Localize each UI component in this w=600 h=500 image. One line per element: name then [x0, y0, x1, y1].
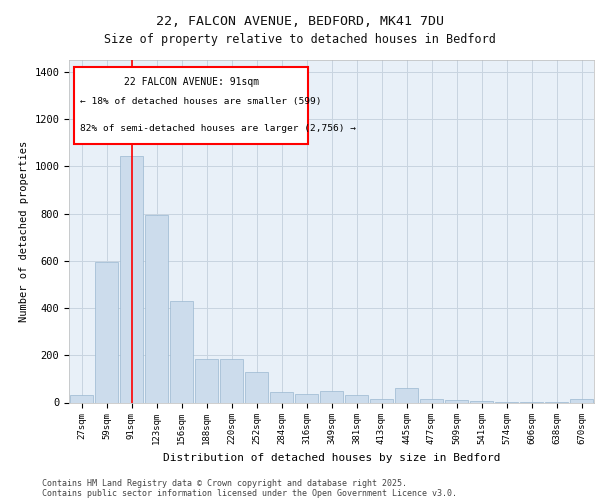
Text: 22, FALCON AVENUE, BEDFORD, MK41 7DU: 22, FALCON AVENUE, BEDFORD, MK41 7DU	[156, 15, 444, 28]
Bar	[145, 214, 168, 402]
Bar	[420, 399, 443, 402]
Text: Contains public sector information licensed under the Open Government Licence v3: Contains public sector information licen…	[42, 488, 457, 498]
Bar	[245, 372, 268, 402]
Bar	[170, 301, 193, 402]
Bar	[70, 396, 93, 402]
Bar	[95, 262, 118, 402]
Bar	[445, 400, 468, 402]
Text: Contains HM Land Registry data © Crown copyright and database right 2025.: Contains HM Land Registry data © Crown c…	[42, 478, 407, 488]
Y-axis label: Number of detached properties: Number of detached properties	[19, 140, 29, 322]
Bar	[270, 392, 293, 402]
Bar	[370, 399, 393, 402]
Bar	[295, 394, 318, 402]
Bar	[195, 359, 218, 403]
Bar	[395, 388, 418, 402]
Bar	[120, 156, 143, 402]
Bar	[570, 399, 593, 402]
Bar	[220, 359, 243, 403]
Text: Size of property relative to detached houses in Bedford: Size of property relative to detached ho…	[104, 32, 496, 46]
Bar	[320, 390, 343, 402]
Text: 22 FALCON AVENUE: 91sqm: 22 FALCON AVENUE: 91sqm	[124, 77, 259, 87]
Bar	[345, 396, 368, 402]
Text: 82% of semi-detached houses are larger (2,756) →: 82% of semi-detached houses are larger (…	[79, 124, 355, 133]
Text: ← 18% of detached houses are smaller (599): ← 18% of detached houses are smaller (59…	[79, 97, 321, 106]
FancyBboxPatch shape	[74, 67, 308, 144]
X-axis label: Distribution of detached houses by size in Bedford: Distribution of detached houses by size …	[163, 453, 500, 463]
